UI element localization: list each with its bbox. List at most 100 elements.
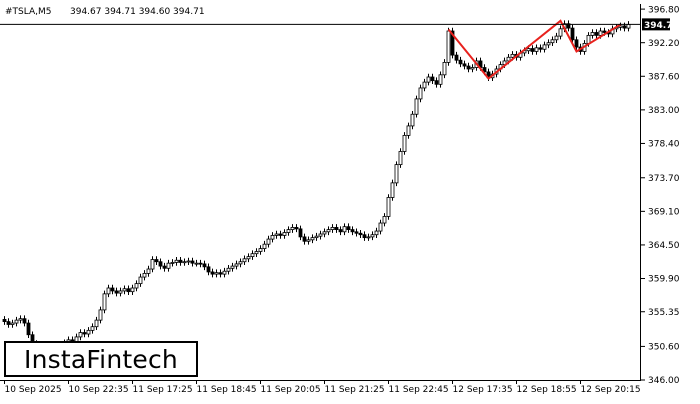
candle-body <box>438 74 443 85</box>
candle-body <box>22 318 27 324</box>
candle-body <box>234 263 239 267</box>
candle-body <box>462 63 467 67</box>
candle-body <box>466 65 471 70</box>
candle-body <box>426 76 431 83</box>
candle-body <box>254 251 259 255</box>
candle-body <box>482 67 487 73</box>
current-price-tag-bg <box>642 18 670 31</box>
candle-body <box>214 272 219 275</box>
y-tick-label: 387.60 <box>648 72 680 82</box>
candle-body <box>114 290 119 294</box>
candle-body <box>390 182 395 198</box>
candle-body <box>278 233 283 236</box>
candle-body <box>358 232 363 236</box>
candle-body <box>170 262 175 264</box>
candle-body <box>306 239 311 242</box>
candle-body <box>566 23 571 29</box>
candle-body <box>558 28 563 37</box>
candle-body <box>122 288 127 292</box>
y-axis-ticks: 396.80 392.20 387.60 383.00 378.40 373.70 369.… <box>641 5 680 386</box>
candle-body <box>542 44 547 50</box>
candle-body <box>94 319 99 328</box>
y-tick-label: 364.50 <box>648 241 680 251</box>
candle-body <box>338 229 343 233</box>
candle-body <box>326 229 331 233</box>
candle-body <box>430 76 435 82</box>
candle-body <box>78 332 83 338</box>
candle-body <box>386 197 391 217</box>
candle-body <box>450 30 455 56</box>
candle-body <box>282 232 287 236</box>
x-tick-label: 12 Sep 17:35 <box>453 385 513 395</box>
candle-body <box>274 233 279 236</box>
candle-body <box>510 53 515 58</box>
x-tick-label: 12 Sep 20:15 <box>581 385 641 395</box>
candle-body <box>394 164 399 184</box>
candle-body <box>242 258 247 263</box>
candle-body <box>354 231 359 234</box>
candle-body <box>258 248 263 252</box>
candle-body <box>602 30 607 33</box>
candle-body <box>146 268 151 274</box>
candle-body <box>286 229 291 233</box>
candle-body <box>222 270 227 275</box>
candle-body <box>310 237 315 241</box>
y-tick-label: 369.10 <box>648 208 680 218</box>
candle-body <box>202 263 207 268</box>
candle-body <box>594 32 599 36</box>
candle-body <box>402 135 407 152</box>
candle-body <box>470 67 475 70</box>
candle-body <box>98 309 103 321</box>
candle-body <box>570 27 575 41</box>
candle-body <box>302 236 307 242</box>
triple-top-pattern-line <box>447 19 622 80</box>
candle-body <box>442 62 447 76</box>
instafintech-logo: InstaFintech <box>4 341 198 377</box>
candle-body <box>238 261 243 265</box>
candle-body <box>406 125 411 136</box>
x-tick-label: 10 Sep 22:35 <box>69 385 129 395</box>
current-price-tag: 394.71 <box>642 18 679 31</box>
candle-body <box>90 326 95 331</box>
x-tick-label: 11 Sep 22:45 <box>389 385 449 395</box>
candle-body <box>210 271 215 275</box>
candle-body <box>534 47 539 52</box>
symbol-timeframe-label: #TSLA,M5 <box>5 7 51 17</box>
candle-body <box>322 231 327 235</box>
candle-body <box>110 287 115 292</box>
candle-body <box>10 322 15 325</box>
candle-body <box>554 35 559 41</box>
candle-body <box>218 272 223 275</box>
candle-body <box>314 235 319 239</box>
candle-body <box>330 227 335 231</box>
ohlc-values-label: 394.67 394.71 394.60 394.71 <box>70 7 205 17</box>
x-tick-label: 11 Sep 21:25 <box>325 385 385 395</box>
candle-body <box>342 226 347 233</box>
candle-body <box>422 81 427 89</box>
candle-body <box>190 260 195 264</box>
logo-text: InstaFintech <box>24 344 178 374</box>
y-tick-label: 396.80 <box>648 5 680 15</box>
x-tick-label: 11 Sep 17:25 <box>133 385 193 395</box>
candle-body <box>382 216 387 224</box>
candle-body <box>226 267 231 272</box>
x-tick-label: 10 Sep 2025 <box>5 385 62 395</box>
candle-body <box>166 262 171 269</box>
candle-body <box>374 230 379 236</box>
y-tick-label: 383.00 <box>648 106 680 116</box>
candle-body <box>138 276 143 285</box>
candle-body <box>350 229 355 233</box>
pattern-layer <box>447 19 622 80</box>
candle-body <box>126 288 131 293</box>
candle-body <box>26 322 31 336</box>
y-tick-label: 373.70 <box>648 174 680 184</box>
y-tick-label: 350.60 <box>648 343 680 353</box>
candle-body <box>230 265 235 269</box>
candle-body <box>142 273 147 278</box>
candle-body <box>14 319 19 324</box>
candle-body <box>174 259 179 263</box>
x-tick-label: 11 Sep 18:45 <box>197 385 257 395</box>
candle-body <box>162 265 167 269</box>
